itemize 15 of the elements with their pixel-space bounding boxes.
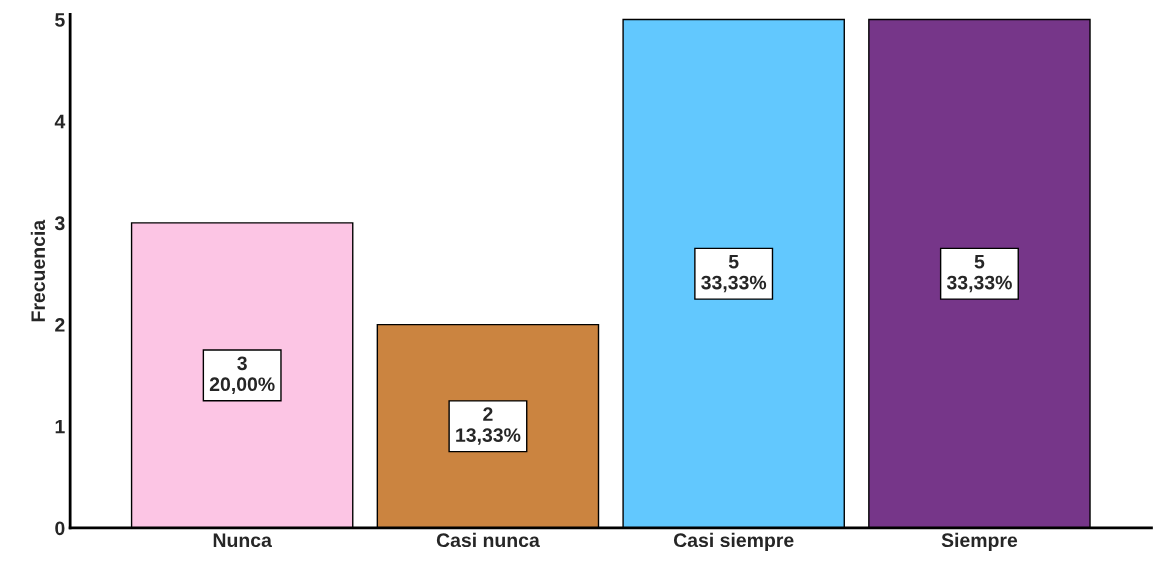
data-label: 2 13,33% bbox=[456, 407, 521, 445]
y-tick-label: 2 bbox=[55, 318, 65, 332]
y-tick-label: 0 bbox=[55, 521, 65, 536]
y-tick-label: 3 bbox=[54, 216, 65, 231]
x-tick-label: Casi siempre bbox=[673, 532, 794, 551]
y-axis-title: Frecuencia bbox=[30, 219, 46, 322]
x-tick-label: Siempre bbox=[941, 532, 1018, 551]
x-tick-label: Nunca bbox=[213, 533, 273, 548]
y-tick-label: 1 bbox=[55, 419, 65, 434]
x-tick-label: Casi nunca bbox=[436, 532, 540, 548]
data-label: 3 20,00% bbox=[209, 356, 275, 394]
y-tick-label: 4 bbox=[54, 114, 66, 129]
y-tick-label: 5 bbox=[55, 13, 65, 27]
data-label: 5 33,33% bbox=[701, 254, 767, 293]
data-label: 5 33,33% bbox=[946, 254, 1012, 293]
